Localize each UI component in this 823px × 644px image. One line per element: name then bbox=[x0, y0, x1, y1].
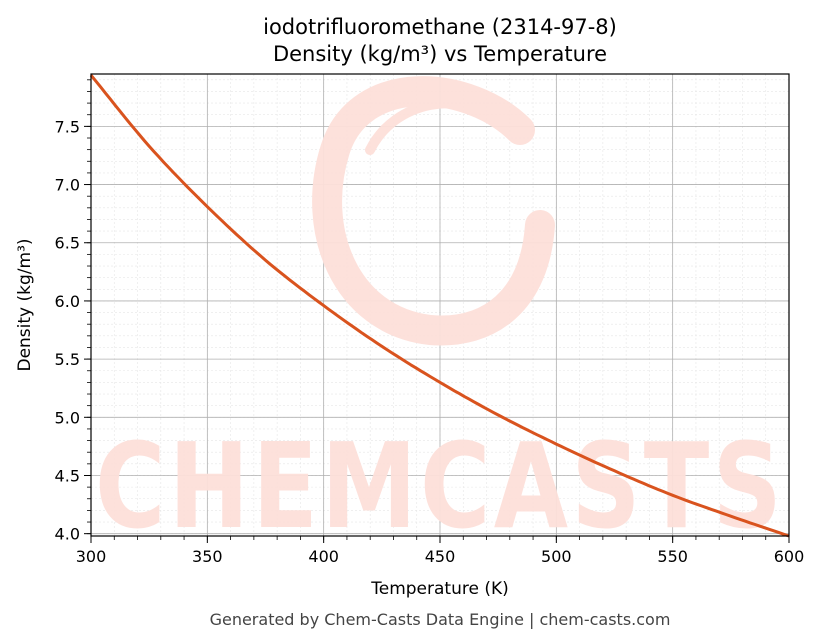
y-tick-label: 4.0 bbox=[55, 525, 80, 544]
x-tick-label: 450 bbox=[425, 547, 456, 566]
major-grid bbox=[90, 74, 790, 536]
y-tick-label: 6.0 bbox=[55, 292, 80, 311]
y-tick-label: 5.5 bbox=[55, 350, 80, 369]
plot-area: CHEMCASTS bbox=[89, 73, 790, 555]
x-tick-label: 300 bbox=[76, 547, 107, 566]
x-tick-label: 350 bbox=[192, 547, 223, 566]
footer-credit: Generated by Chem-Casts Data Engine | ch… bbox=[210, 610, 671, 629]
chart-title: iodotrifluoromethane (2314-97-8) bbox=[263, 15, 617, 39]
watermark-logo-icon bbox=[312, 76, 555, 346]
chart-subtitle: Density (kg/m³) vs Temperature bbox=[273, 42, 607, 66]
y-axis-label: Density (kg/m³) bbox=[15, 238, 35, 371]
density-line bbox=[89, 74, 790, 538]
y-axis: 4.0 4.5 5.0 5.5 6.0 6.5 7.0 7.5 bbox=[55, 79, 91, 544]
y-tick-label: 7.5 bbox=[55, 117, 80, 136]
watermark-text: CHEMCASTS bbox=[95, 417, 785, 555]
y-tick-label: 6.5 bbox=[55, 234, 80, 253]
x-tick-label: 500 bbox=[541, 547, 572, 566]
x-axis: 300 350 400 450 500 550 600 bbox=[76, 536, 805, 566]
x-tick-label: 400 bbox=[308, 547, 339, 566]
x-tick-label: 600 bbox=[774, 547, 805, 566]
x-axis-label: Temperature (K) bbox=[370, 579, 509, 599]
y-tick-label: 5.0 bbox=[55, 408, 80, 427]
y-tick-label: 4.5 bbox=[55, 466, 80, 485]
x-tick-label: 550 bbox=[657, 547, 688, 566]
watermark: CHEMCASTS bbox=[95, 76, 785, 555]
y-tick-label: 7.0 bbox=[55, 176, 80, 195]
